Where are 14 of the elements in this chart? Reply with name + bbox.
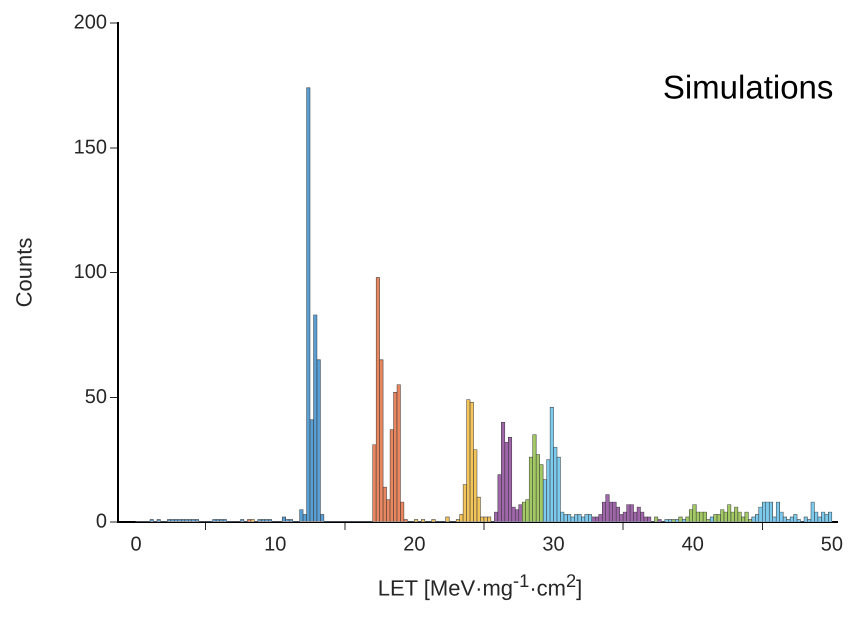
y-tick-label: 50 xyxy=(84,386,107,408)
x-tick-label: 40 xyxy=(682,534,704,556)
y-tick-label: 100 xyxy=(74,261,107,284)
x-tick-label: 50 xyxy=(820,534,843,556)
x-tick-label: 20 xyxy=(403,534,426,556)
annotation: Simulations xyxy=(662,68,834,106)
y-tick-label: 200 xyxy=(74,12,107,34)
x-tick-label: 0 xyxy=(130,534,142,556)
x-tick-label: 10 xyxy=(264,534,286,556)
x-tick-label: 30 xyxy=(542,534,565,556)
x-axis-title: LET [MeV·mg$^{-1}$·cm$^{2}$] xyxy=(376,570,584,602)
y-tick-label: 150 xyxy=(74,136,107,158)
y-tick-label: 0 xyxy=(96,510,107,533)
y-axis-title: Counts xyxy=(11,238,36,308)
